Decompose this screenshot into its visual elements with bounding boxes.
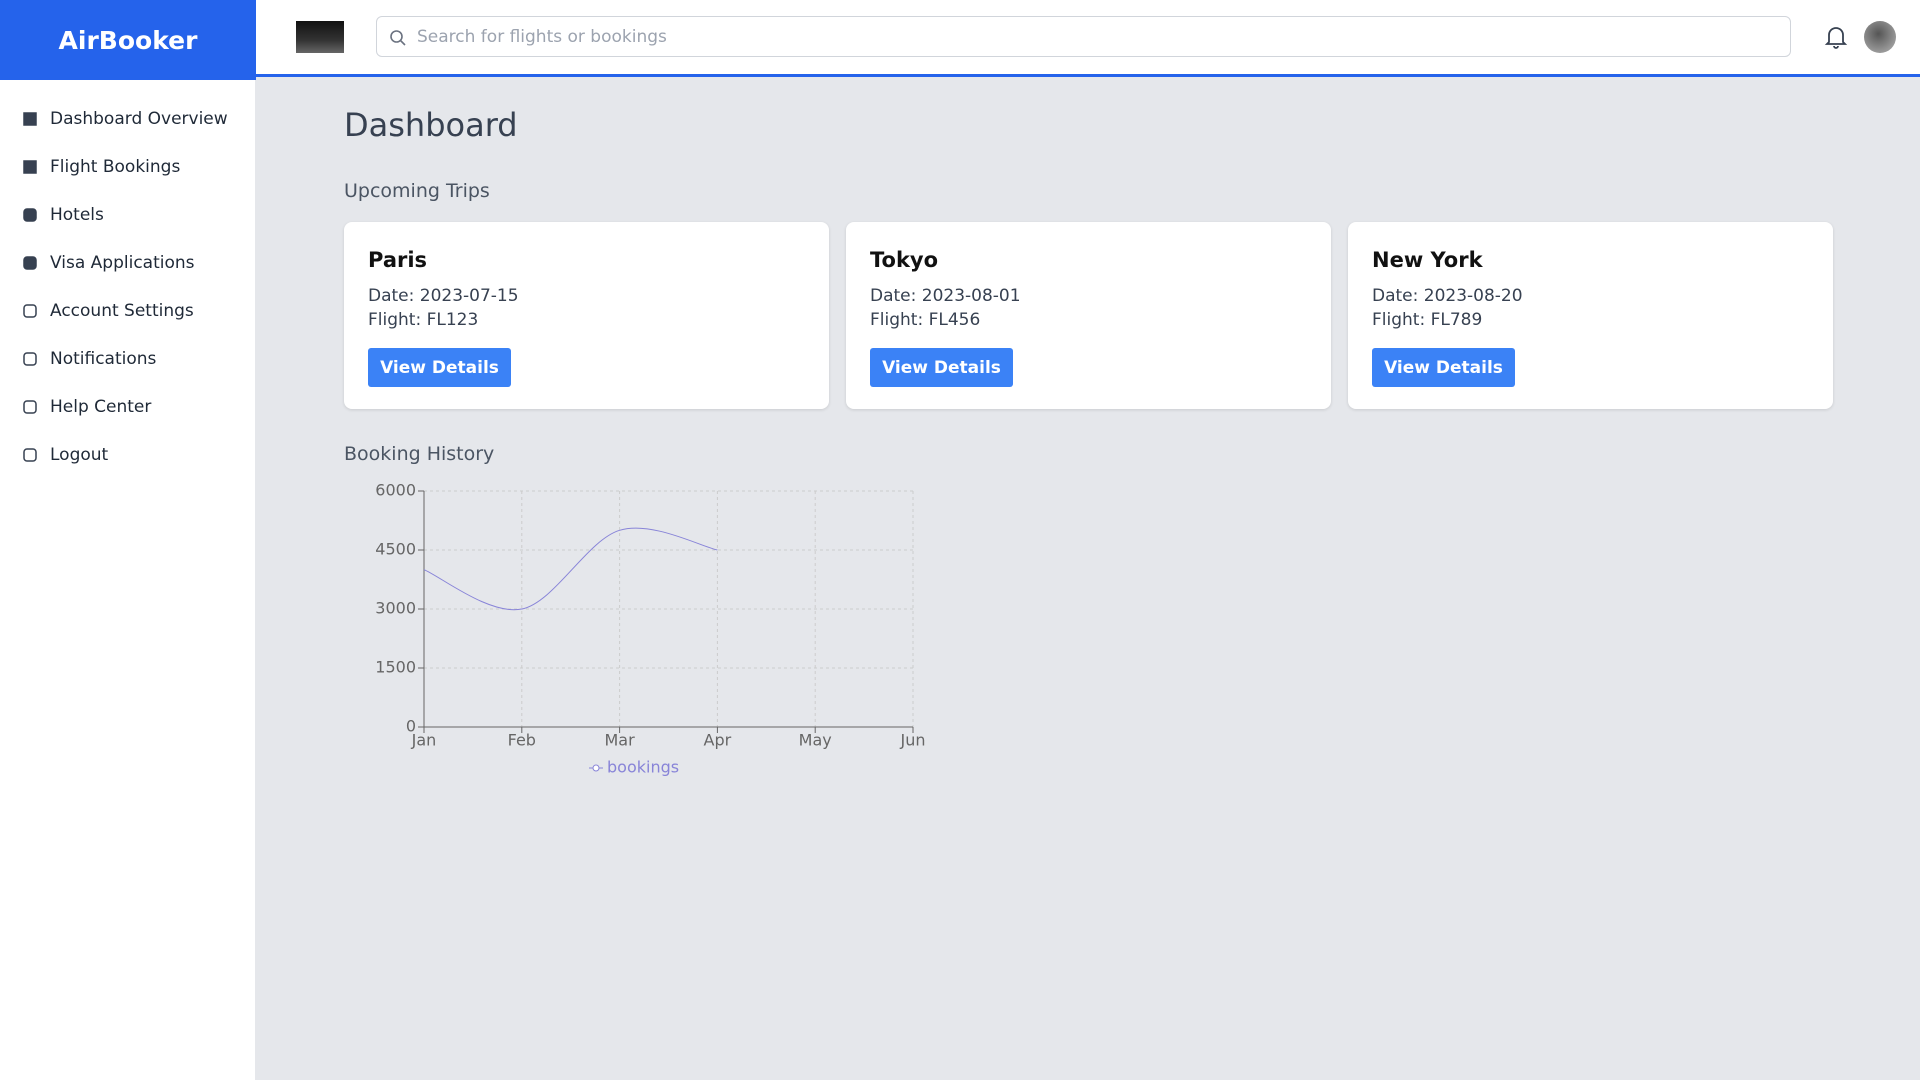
icon-shape <box>23 400 37 414</box>
search-box[interactable]: Search for flights or bookings <box>376 16 1791 57</box>
nav-item[interactable]: Visa Applications <box>22 243 195 283</box>
nav-item[interactable]: Account Settings <box>22 291 194 331</box>
nav-icon <box>23 256 37 270</box>
view-details-button[interactable]: View Details <box>870 348 1013 387</box>
nav-icon <box>23 112 37 126</box>
page-title: Dashboard <box>344 106 518 144</box>
trip-card: Tokyo Date: 2023-08-01 Flight: FL456 View D… <box>846 222 1331 409</box>
icon-shape <box>23 256 37 270</box>
search-placeholder: Search for flights or bookings <box>417 26 667 47</box>
section-title: Upcoming Trips <box>344 180 490 202</box>
icon-shape <box>23 304 37 318</box>
trip-flight: Flight: FL456 <box>870 310 981 330</box>
nav-item[interactable]: Logout <box>22 435 108 475</box>
nav-item[interactable]: Notifications <box>22 339 156 379</box>
trip-city: Paris <box>368 248 428 272</box>
y-tick-label: 6000 <box>375 481 416 500</box>
y-tick-label: 0 <box>406 717 416 736</box>
trip-date: Date: 2023-08-20 <box>1372 286 1523 306</box>
legend-swatch <box>592 764 600 772</box>
nav-item[interactable]: Flight Bookings <box>22 147 180 187</box>
nav-icon <box>23 160 37 174</box>
icon-shape <box>23 352 37 366</box>
icon-shape <box>23 112 37 126</box>
bell-icon[interactable] <box>1824 24 1848 50</box>
y-tick-label: 4500 <box>375 540 416 559</box>
trip-city: New York <box>1372 248 1483 272</box>
trip-flight: Flight: FL123 <box>368 310 479 330</box>
x-tick-label: Mar <box>605 731 636 750</box>
icon-shape <box>23 208 37 222</box>
sidebar: AirBooker Dashboard Overview Flight Booki… <box>0 0 256 1080</box>
trip-card: New York Date: 2023-08-20 Flight: FL789 Vie… <box>1348 222 1833 409</box>
y-tick-label: 3000 <box>375 599 416 618</box>
trip-date: Date: 2023-08-01 <box>870 286 1021 306</box>
chart: 0 1500 3000 4500 6000 Jan Feb Mar Apr May Jun booki… <box>375 481 926 777</box>
icon-shape <box>23 448 37 462</box>
avatar[interactable] <box>1864 21 1896 53</box>
nav-icon <box>23 400 37 414</box>
x-tick-label: Feb <box>508 731 536 750</box>
icon-shape <box>23 160 37 174</box>
x-tick-label: May <box>799 731 832 750</box>
trip-city: Tokyo <box>870 248 939 272</box>
nav-item[interactable]: Help Center <box>22 387 151 427</box>
nav-label: Logout <box>50 445 109 465</box>
legend-label: bookings <box>607 758 679 777</box>
nav-label: Dashboard Overview <box>50 109 228 129</box>
x-tick-label: Jan <box>411 731 437 750</box>
x-tick-label: Jun <box>900 731 926 750</box>
section-title: Booking History <box>344 443 495 465</box>
line-series <box>423 527 718 611</box>
view-details-button[interactable]: View Details <box>368 348 511 387</box>
header: Search for flights or bookings <box>256 0 1920 77</box>
nav-icon <box>23 352 37 366</box>
search-icon <box>390 30 406 46</box>
view-details-button[interactable]: View Details <box>1372 348 1515 387</box>
nav-label: Hotels <box>50 205 104 225</box>
nav-label: Help Center <box>50 397 152 417</box>
nav-icon <box>23 208 37 222</box>
trip-date: Date: 2023-07-15 <box>368 286 519 306</box>
nav-item[interactable]: Dashboard Overview <box>22 99 228 139</box>
thumbnail[interactable] <box>296 21 344 53</box>
trip-flight: Flight: FL789 <box>1372 310 1483 330</box>
nav-icon <box>23 448 37 462</box>
x-tick-label: Apr <box>704 731 732 750</box>
nav-label: Flight Bookings <box>50 157 181 177</box>
nav-icon <box>23 304 37 318</box>
trip-card: Paris Date: 2023-07-15 Flight: FL123 View D… <box>344 222 829 409</box>
nav-item[interactable]: Hotels <box>22 195 104 235</box>
nav-label: Account Settings <box>50 301 194 321</box>
y-tick-label: 1500 <box>375 658 416 677</box>
brand[interactable]: AirBooker <box>0 0 256 80</box>
nav-label: Visa Applications <box>50 253 195 273</box>
nav-label: Notifications <box>50 349 157 369</box>
